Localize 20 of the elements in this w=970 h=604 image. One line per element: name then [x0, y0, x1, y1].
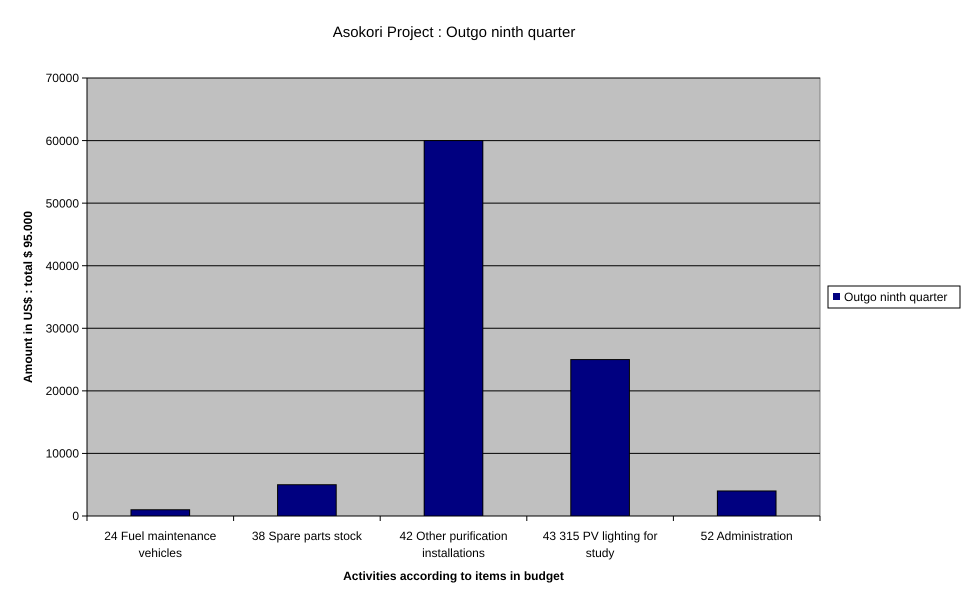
y-tick-label: 20000 [46, 384, 80, 398]
x-tick-label: 24 Fuel maintenance vehicles [104, 529, 217, 560]
x-tick-label: 43 315 PV lighting for study [542, 529, 658, 560]
y-tick-label: 10000 [46, 446, 80, 461]
y-tick-label: 0 [72, 509, 80, 524]
y-tick-label: 70000 [46, 71, 80, 86]
y-axis-title: Amount in US$ : total $ 95.000 [21, 210, 35, 384]
x-tick-label: 42 Other purification installations [399, 529, 508, 560]
bar [130, 509, 190, 516]
legend-label: Outgo ninth quarter [844, 290, 948, 304]
chart-title: Asokori Project : Outgo ninth quarter [332, 24, 576, 41]
bar [277, 484, 337, 516]
bar [716, 490, 777, 516]
y-tick-label: 30000 [46, 321, 80, 336]
x-tick-label: 38 Spare parts stock [252, 529, 363, 543]
x-axis-title: Activities according to items in budget [343, 569, 564, 583]
y-tick-label: 60000 [46, 134, 80, 148]
x-tick-label: 52 Administration [700, 529, 793, 543]
y-tick-label: 50000 [46, 196, 80, 210]
y-tick-label: 40000 [46, 258, 80, 273]
